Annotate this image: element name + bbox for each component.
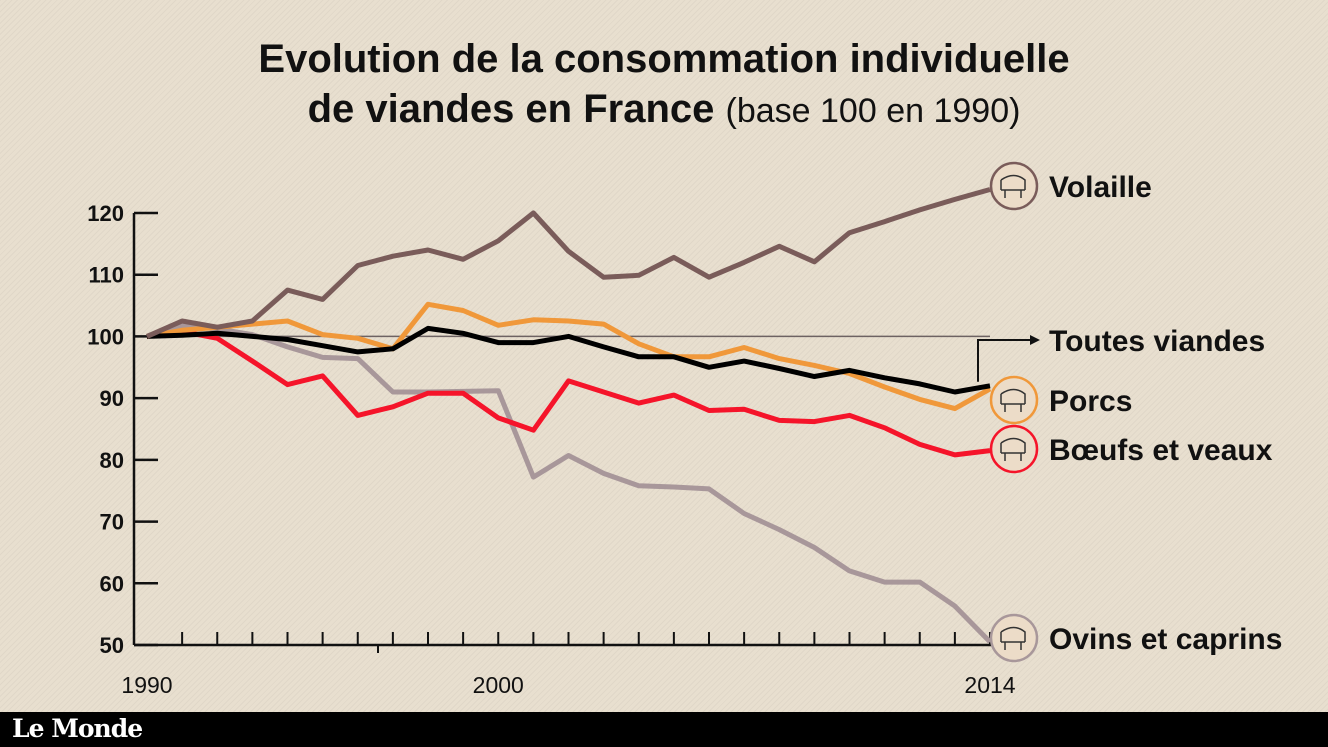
series-label: Porcs [1049,385,1132,418]
y-tick-label: 120 [87,201,124,226]
arrow-head-icon [1030,335,1040,345]
series-line-0 [145,187,991,339]
sheep-icon-badge [989,613,1039,663]
series-line-3 [146,329,991,458]
pig-icon-badge [989,375,1039,425]
le-monde-logo: Le Monde [12,714,143,743]
y-tick-label: 70 [100,510,124,535]
chart-title: Evolution de la consommation individuell… [0,34,1328,136]
series-line-1 [146,325,991,395]
series-line-4 [146,323,992,644]
pig-icon [1000,388,1026,412]
chart-subtitle: (base 100 en 1990) [725,92,1021,130]
footer-bar: Le Monde [0,712,1328,747]
series-label: Volaille [1049,171,1152,204]
arrow-icon [977,339,1030,382]
series-line-2 [146,301,992,412]
y-tick-label: 110 [89,263,125,288]
cow-icon-badge [989,424,1039,474]
title-line-1: Evolution de la consommation individuell… [258,37,1070,81]
chicken-icon-badge [989,161,1039,211]
series-label: Bœufs et veaux [1049,434,1273,467]
y-tick-label: 50 [100,633,124,658]
x-tick-label: 2000 [473,672,524,698]
sheep-icon [1000,626,1026,650]
x-tick-label: 2014 [964,672,1015,698]
y-tick-label: 80 [100,448,124,473]
chicken-icon [1000,174,1026,198]
line-chart: 120 110 100 90 80 70 60 50 1990 2000 2014 Volaille T… [87,161,1282,698]
y-tick-label: 100 [87,324,124,349]
title-line-2: de viandes en France [307,87,715,131]
series-label: Ovins et caprins [1049,623,1282,656]
y-tick-label: 60 [100,571,124,596]
series-label: Toutes viandes [1049,325,1265,358]
y-tick-label: 90 [100,386,124,411]
x-tick-label: 1990 [121,672,172,698]
cow-icon [1000,437,1026,461]
